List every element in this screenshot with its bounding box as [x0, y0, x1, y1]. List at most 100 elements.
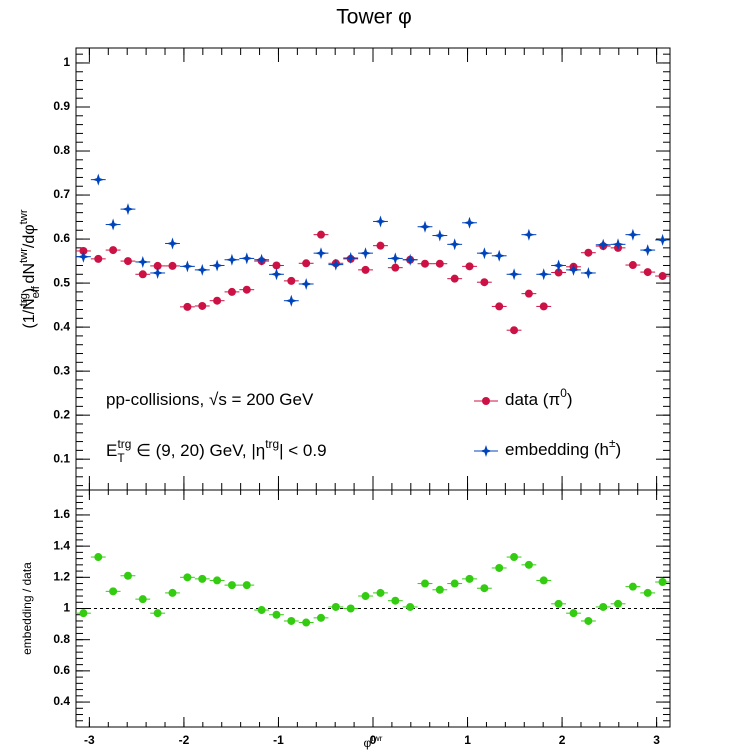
point [315, 247, 327, 260]
x-axis-label-part: φ [364, 736, 372, 750]
point [376, 241, 385, 250]
point [656, 233, 669, 246]
point [240, 252, 253, 265]
point [552, 259, 565, 272]
point [107, 218, 120, 231]
point [510, 326, 519, 335]
y-axis-label-part: trg [18, 293, 30, 306]
point [493, 249, 506, 262]
point [317, 613, 326, 622]
point [270, 268, 283, 281]
point [346, 604, 355, 613]
point [522, 228, 535, 241]
annotation: ETtrg ∈ (9, 20) GeV, |ηtrg| < 0.9 [106, 437, 327, 465]
point [227, 581, 236, 590]
point [166, 237, 179, 250]
y-tick-label: 1 [63, 601, 70, 615]
annotation-part: ∈ (9, 20) GeV, |η [131, 441, 265, 460]
point [225, 253, 238, 266]
y-axis-label: (1/Nefftrg) dNtwr/dφtwr [18, 209, 42, 328]
legend-label-part: embedding (h [505, 440, 609, 459]
x-tick-label: 2 [559, 733, 566, 747]
point [213, 576, 222, 585]
y-tick-label: 0.9 [53, 99, 70, 113]
y-axis-label-part: (1/N [21, 298, 38, 328]
point [626, 228, 639, 241]
point [317, 230, 326, 239]
point [465, 262, 474, 271]
y-tick-label: 1.4 [53, 538, 70, 552]
chart-title: Tower φ [336, 6, 411, 29]
point [448, 238, 461, 251]
point [287, 616, 296, 625]
point [138, 270, 147, 279]
point [109, 587, 118, 596]
point [361, 592, 370, 601]
point [287, 276, 296, 285]
point [168, 261, 177, 270]
point [584, 248, 593, 257]
y-axis-label-part: eff [30, 285, 42, 298]
point [329, 258, 342, 271]
y-tick-label: 1.2 [53, 569, 70, 583]
point [151, 267, 164, 279]
point [450, 274, 459, 283]
point [344, 252, 357, 264]
point [554, 268, 563, 277]
point [389, 252, 402, 265]
point [554, 599, 563, 608]
point [183, 573, 192, 582]
annotation-part: | < 0.9 [279, 441, 326, 460]
point [524, 289, 533, 298]
legend-label-part: ) [567, 390, 573, 409]
y-tick-label: 0.2 [53, 407, 70, 421]
y-tick-label: 0.4 [53, 319, 70, 333]
point [582, 267, 595, 279]
point [404, 253, 417, 266]
legend-marker [482, 397, 490, 405]
point [272, 610, 281, 619]
point [198, 301, 207, 310]
y-tick-label: 0.3 [53, 363, 70, 377]
x-tick-label: 0 [370, 733, 377, 747]
point [597, 238, 610, 251]
x-tick-label: 1 [464, 733, 471, 747]
legend-label: data (π0) [505, 386, 573, 409]
point [213, 296, 222, 305]
point [508, 268, 521, 281]
point [153, 261, 162, 270]
point [196, 263, 209, 276]
x-tick-label: -2 [179, 733, 190, 747]
point [480, 584, 489, 593]
point [641, 244, 654, 257]
point [495, 302, 504, 311]
y-tick-label: 0.8 [53, 143, 70, 157]
point [198, 574, 207, 583]
point [478, 247, 491, 260]
y-tick-label: 1 [63, 55, 70, 69]
point [255, 253, 268, 266]
point [181, 260, 194, 273]
y-axis-label-part: /dφ [21, 224, 38, 248]
y-tick-label: 0.7 [53, 187, 70, 201]
point [643, 588, 652, 597]
y-tick-label: 1.6 [53, 507, 70, 521]
point [420, 259, 429, 268]
point [153, 609, 162, 618]
point [406, 602, 415, 611]
point [420, 579, 429, 588]
x-tick-label: 3 [653, 733, 660, 747]
point [109, 246, 118, 255]
legend-marker [480, 445, 492, 457]
point [643, 268, 652, 277]
point [612, 238, 624, 251]
point [227, 287, 236, 296]
point [285, 294, 298, 307]
point [242, 581, 251, 590]
point [136, 256, 149, 268]
point [658, 577, 667, 586]
x-tick-label: -1 [273, 733, 284, 747]
annotation-part: E [106, 441, 117, 460]
point [374, 215, 387, 228]
